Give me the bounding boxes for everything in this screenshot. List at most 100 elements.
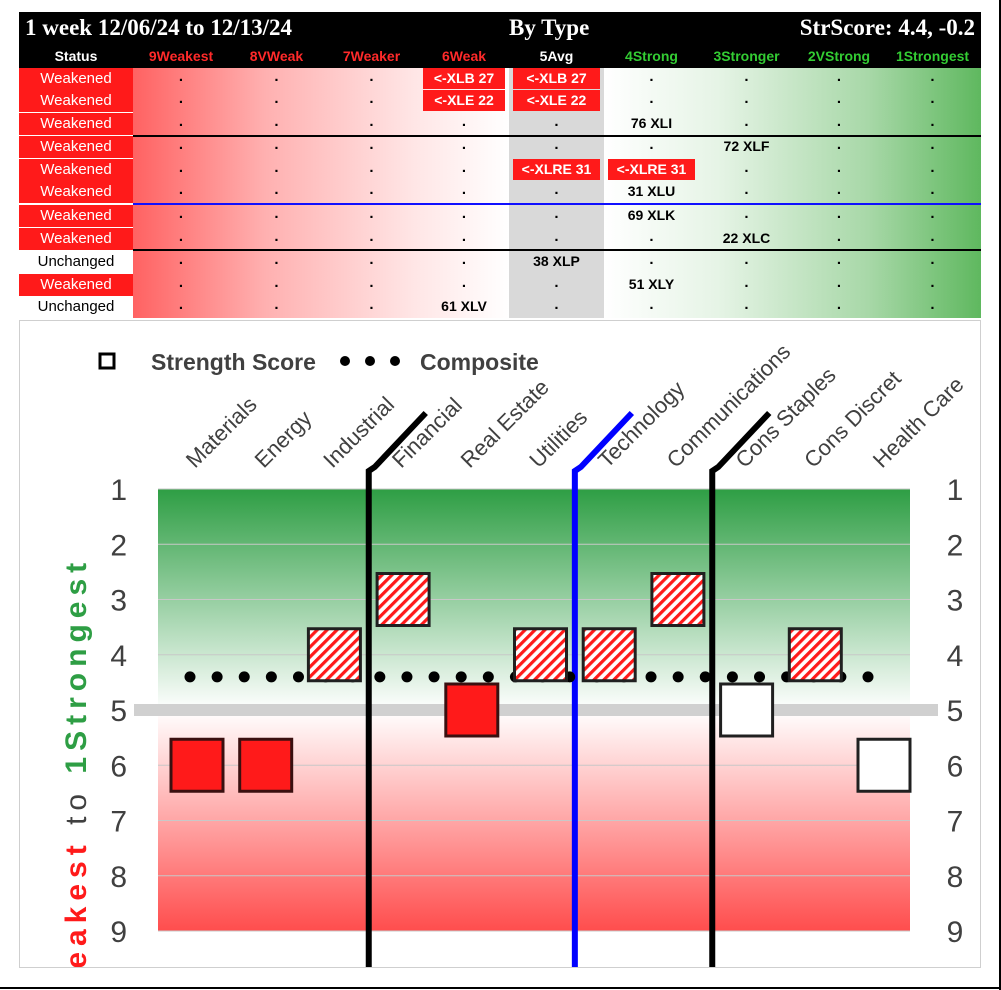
y-axis-label-to: to [60,774,93,840]
symbol-cell: 31 XLU [627,183,676,199]
chart-panel: 1 1 2 2 3 3 4 4 5 5 6 6 7 7 8 8 9 9 9Weakest to 1Strongest… [19,320,981,990]
strength-score-marker [238,737,294,793]
strength-score-marker [581,627,637,683]
strength-score-marker [444,682,500,738]
empty-cell-dot: . [178,136,184,153]
strength-chart: 1 1 2 2 3 3 4 4 5 5 6 6 7 7 8 8 9 9 9Weakest to 1Strongest… [60,339,969,990]
y-tick-label-right: 7 [947,806,964,839]
empty-cell-dot: . [930,274,935,291]
y-tick-label-left: 8 [110,861,127,894]
empty-cell-dot: . [369,274,374,291]
moved-symbol-cell: <-XLB 27 [423,68,505,89]
empty-cell-dot: . [930,113,935,130]
empty-cell-dot: . [461,274,467,291]
moved-symbol-cell: <-XLE 22 [513,90,600,111]
empty-cell-dot: . [461,113,467,130]
empty-cell-dot: . [369,228,374,245]
symbol-cell: 76 XLI [630,115,673,131]
empty-cell-dot: . [836,296,842,313]
empty-cell-dot: . [649,90,654,107]
symbol-cell: 61 XLV [441,298,487,314]
empty-cell-dot: . [554,136,559,153]
empty-cell-dot: . [744,181,749,198]
legend-dot-icon [390,356,400,366]
str-score-title: StrScore: 4.4, -0.2 [799,15,975,40]
empty-cell-dot: . [836,159,842,176]
column-header-5: 5Avg [539,48,574,64]
y-tick-label-right: 9 [947,916,964,949]
status-cell: Unchanged [19,251,133,273]
strength-score-marker [650,572,706,627]
group-separator [365,410,428,967]
empty-cell-dot: . [836,251,842,268]
strength-score-marker [375,572,431,627]
empty-cell-dot: . [554,181,559,198]
empty-cell-dot: . [649,296,654,313]
empty-cell-dot: . [554,205,559,222]
status-cell: Weakened [19,205,133,227]
bottom-border [0,987,1001,989]
y-tick-label-right: 3 [947,585,964,618]
empty-cell-dot: . [744,159,749,176]
strong-zone-background [604,68,981,318]
average-line [134,704,938,716]
empty-cell-dot: . [554,228,559,245]
composite-dot [428,671,440,683]
empty-cell-dot: . [930,251,935,268]
symbol-cell: 72 XLF [723,138,770,154]
y-tick-label-right: 6 [947,750,964,783]
empty-cell-dot: . [930,181,935,198]
symbol-cell: 51 XLY [628,276,675,292]
empty-cell-dot: . [836,274,842,291]
empty-cell-dot: . [369,296,374,313]
empty-cell-dot: . [274,181,279,198]
grouping-title: By Type [509,15,590,40]
empty-cell-dot: . [274,296,279,313]
composite-dot [754,671,766,683]
moved-symbol-cell: <-XLE 22 [423,90,505,111]
empty-cell-dot: . [274,90,279,107]
empty-cell-dot: . [836,90,842,107]
empty-cell-dot: . [178,159,184,176]
composite-dot [238,671,250,683]
empty-cell-dot: . [836,205,842,222]
y-axis-label-weak: 9Weakest [60,839,93,967]
empty-cell-dot: . [178,205,184,222]
empty-cell-dot: . [836,136,842,153]
empty-cell-dot: . [836,181,842,198]
symbol-cell: 38 XLP [533,253,580,269]
empty-cell-dot: . [461,251,467,268]
empty-cell-dot: . [178,228,184,245]
empty-cell-dot: . [930,90,935,107]
strength-score-marker [856,737,912,793]
empty-cell-dot: . [178,251,184,268]
legend-composite-label: Composite [420,349,539,375]
legend-dot-icon [340,356,350,366]
empty-cell-dot: . [178,113,184,130]
composite-dot [482,671,494,683]
column-header-3: 7Weaker [342,48,401,64]
y-axis-label-strong: 1Strongest [60,557,93,774]
empty-cell-dot: . [178,68,184,85]
empty-cell-dot: . [744,296,749,313]
legend-strength-label: Strength Score [151,349,316,375]
composite-dot [211,671,223,683]
empty-cell-dot: . [649,228,654,245]
status-cell: Weakened [19,68,133,90]
empty-cell-dot: . [744,251,749,268]
moved-symbol-cell: <-XLRE 31 [608,159,695,180]
empty-cell-dot: . [369,90,374,107]
moved-symbol-cell: <-XLRE 31 [513,159,600,180]
group-separator [709,410,772,967]
empty-cell-dot: . [836,68,842,85]
status-cell: Weakened [19,159,133,181]
empty-cell-dot: . [649,136,654,153]
composite-dot [672,671,684,683]
column-header-0: Status [54,48,98,64]
empty-cell-dot: . [649,251,654,268]
y-axis-label: 9Weakest to 1Strongest [60,557,93,967]
y-tick-label-left: 4 [110,640,127,673]
group-separator [571,410,635,967]
empty-cell-dot: . [274,274,279,291]
empty-cell-dot: . [744,113,749,130]
